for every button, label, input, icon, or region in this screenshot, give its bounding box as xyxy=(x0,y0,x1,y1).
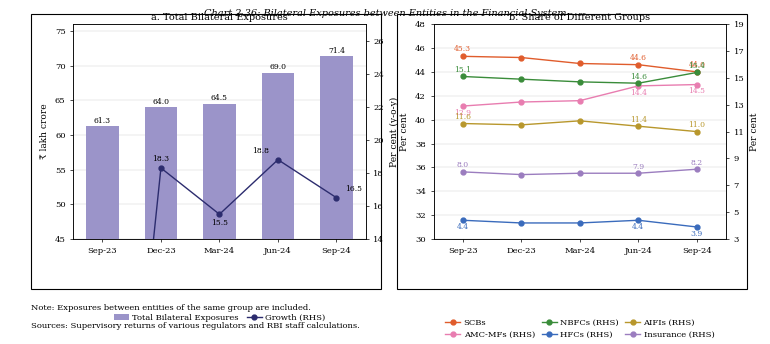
Bar xyxy=(320,56,353,344)
Text: 64.5: 64.5 xyxy=(211,95,228,103)
Bar xyxy=(145,107,177,344)
Title: a. Total Bilateral Exposures: a. Total Bilateral Exposures xyxy=(151,13,288,22)
Text: 7.9: 7.9 xyxy=(632,163,644,171)
Text: 15.1: 15.1 xyxy=(454,66,471,74)
Text: 45.3: 45.3 xyxy=(454,45,471,53)
Text: 16.5: 16.5 xyxy=(345,185,362,193)
Text: Sources: Supervisory returns of various regulators and RBI staff calculations.: Sources: Supervisory returns of various … xyxy=(31,322,360,330)
Text: Note: Exposures between entities of the same group are included.: Note: Exposures between entities of the … xyxy=(31,304,310,312)
Y-axis label: Per cent: Per cent xyxy=(750,112,759,151)
Y-axis label: Per cent: Per cent xyxy=(400,112,410,151)
Text: 4.4: 4.4 xyxy=(632,223,644,231)
Text: 8.2: 8.2 xyxy=(691,159,703,166)
Text: 18.8: 18.8 xyxy=(253,147,270,155)
Legend: Total Bilateral Exposures, Growth (RHS): Total Bilateral Exposures, Growth (RHS) xyxy=(110,311,329,325)
Text: 69.0: 69.0 xyxy=(270,63,286,71)
Text: 44.6: 44.6 xyxy=(630,54,647,62)
Text: 44.0: 44.0 xyxy=(688,61,705,69)
Bar xyxy=(203,104,236,344)
Text: 3.9: 3.9 xyxy=(691,230,703,238)
Text: 11.6: 11.6 xyxy=(454,113,471,121)
Legend: SCBs, AMC-MFs (RHS), NBFCs (RHS), HFCs (RHS), AIFIs (RHS), Insurance (RHS): SCBs, AMC-MFs (RHS), NBFCs (RHS), HFCs (… xyxy=(442,315,718,342)
Text: 61.3: 61.3 xyxy=(94,117,111,125)
Bar xyxy=(86,126,119,344)
Title: b. Share of Different Groups: b. Share of Different Groups xyxy=(509,13,651,22)
Text: 64.0: 64.0 xyxy=(152,98,169,106)
Text: 14.6: 14.6 xyxy=(630,73,647,80)
Bar xyxy=(262,73,294,344)
Text: 8.0: 8.0 xyxy=(457,161,469,169)
Text: 14.4: 14.4 xyxy=(630,89,647,97)
Text: 11.0: 11.0 xyxy=(688,121,705,129)
Y-axis label: ₹ lakh crore: ₹ lakh crore xyxy=(40,104,49,159)
Text: 15.5: 15.5 xyxy=(211,219,228,227)
Text: 14.5: 14.5 xyxy=(688,87,705,95)
Text: 11.4: 11.4 xyxy=(630,116,647,123)
Y-axis label: Per cent (y-o-y): Per cent (y-o-y) xyxy=(390,96,399,167)
Text: 12.9: 12.9 xyxy=(454,109,471,117)
Text: 15.4: 15.4 xyxy=(688,62,705,70)
Text: 71.4: 71.4 xyxy=(328,46,345,55)
Text: 18.3: 18.3 xyxy=(152,155,169,163)
Text: Chart 2.36: Bilateral Exposures between Entities in the Financial System: Chart 2.36: Bilateral Exposures between … xyxy=(204,9,566,18)
Text: 4.4: 4.4 xyxy=(457,223,469,231)
